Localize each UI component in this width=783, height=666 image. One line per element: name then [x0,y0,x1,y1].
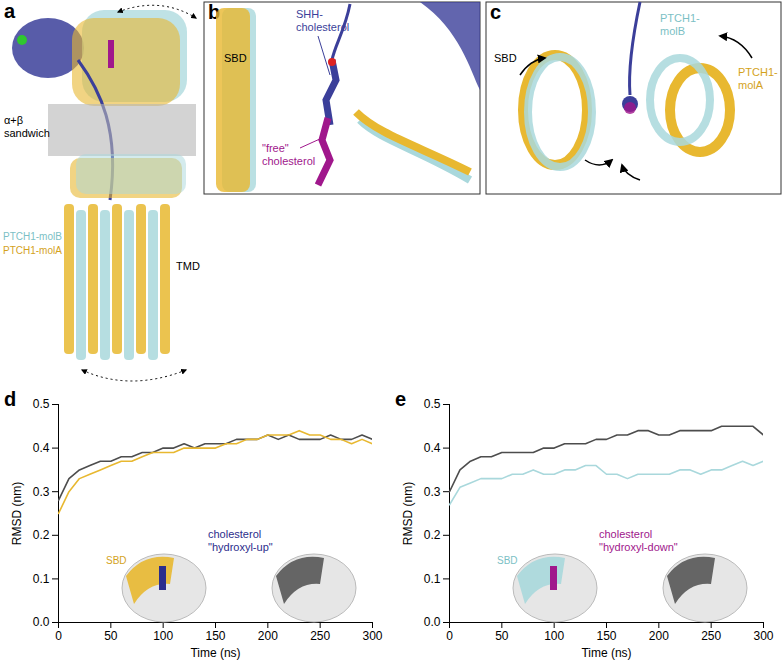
svg-text:250: 250 [310,629,330,643]
svg-text:Time (ns): Time (ns) [190,646,240,660]
svg-text:SBD: SBD [494,52,517,64]
svg-text:0.2: 0.2 [424,528,441,542]
svg-text:0.0: 0.0 [424,615,441,629]
svg-text:100: 100 [544,629,564,643]
svg-text:cholesterol"hydroxyl-up": cholesterol"hydroxyl-up" [208,528,273,553]
svg-text:0.3: 0.3 [424,485,441,499]
html-text:d: d [4,388,17,410]
svg-text:SHH-cholesterol: SHH-cholesterol [296,8,349,33]
svg-text:50: 50 [495,629,509,643]
svg-text:0.1: 0.1 [424,572,441,586]
svg-text:0.5: 0.5 [424,397,441,411]
html-text:e: e [395,388,407,410]
svg-text:a: a [4,0,16,22]
svg-text:0: 0 [446,629,453,643]
svg-text:0.4: 0.4 [33,441,50,455]
svg-text:150: 150 [205,629,225,643]
svg-text:PTCH1-molA: PTCH1-molA [738,66,778,91]
svg-text:c: c [490,1,501,23]
svg-text:PTCH1-molA: PTCH1-molA [3,245,62,256]
svg-text:0: 0 [55,629,62,643]
svg-text:0.2: 0.2 [33,528,50,542]
svg-text:0.3: 0.3 [33,485,50,499]
svg-text:200: 200 [258,629,278,643]
svg-text:100: 100 [153,629,173,643]
svg-text:0.0: 0.0 [33,615,50,629]
svg-text:300: 300 [362,629,382,643]
svg-text:SBD: SBD [497,555,518,566]
svg-text:RMSD (nm): RMSD (nm) [401,482,415,545]
svg-text:SBD: SBD [106,555,127,566]
svg-text:300: 300 [753,629,773,643]
svg-text:TMD: TMD [176,260,200,272]
svg-text:"free"cholesterol: "free"cholesterol [262,142,315,167]
svg-text:0.1: 0.1 [33,572,50,586]
svg-text:250: 250 [701,629,721,643]
svg-text:0.4: 0.4 [424,441,441,455]
svg-text:PTCH1-molB: PTCH1-molB [660,12,700,37]
svg-text:α+βsandwich: α+βsandwich [4,114,50,139]
svg-text:50: 50 [104,629,118,643]
svg-text:0.5: 0.5 [33,397,50,411]
svg-text:cholesterol"hydroxyl-down": cholesterol"hydroxyl-down" [599,528,678,553]
svg-text:150: 150 [596,629,616,643]
svg-text:PTCH1-molB: PTCH1-molB [3,231,62,242]
svg-text:SBD: SBD [224,52,247,64]
svg-text:RMSD (nm): RMSD (nm) [10,482,24,545]
svg-text:200: 200 [649,629,669,643]
svg-text:b: b [208,1,221,23]
svg-text:Time (ns): Time (ns) [581,646,631,660]
